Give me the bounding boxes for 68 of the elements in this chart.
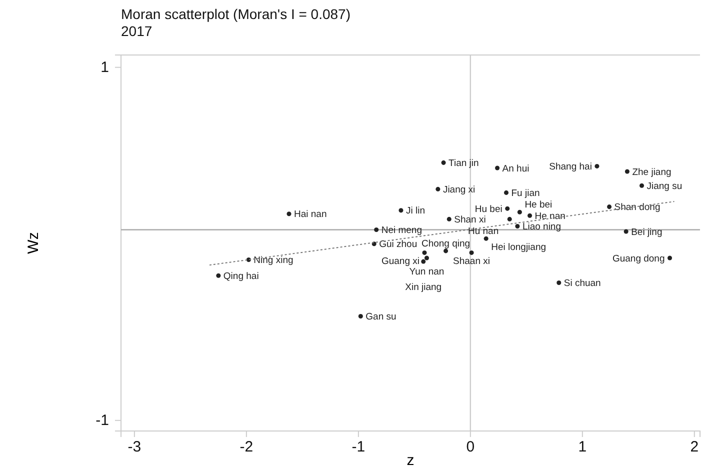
point <box>624 169 630 174</box>
data-label: Fu jian <box>511 188 540 200</box>
data-label: Hu bei <box>474 204 502 215</box>
point <box>528 213 532 218</box>
point <box>624 229 628 234</box>
point <box>286 212 292 216</box>
point <box>640 183 644 188</box>
point <box>446 216 452 222</box>
data-label: Liao ning <box>522 222 562 233</box>
chart-subtitle: 2017 <box>121 23 152 39</box>
point <box>216 273 221 278</box>
data-label: Ning xing <box>254 255 294 266</box>
data-label: Zhe jiang <box>632 166 672 178</box>
point <box>358 314 363 319</box>
chart-title: Moran scatterplot (Moran's I = 0.087) <box>121 6 350 22</box>
data-label: Ji lin <box>406 206 425 217</box>
data-label: Xin jiang <box>405 282 442 293</box>
x-tick-label: 2 <box>690 438 699 456</box>
point <box>469 250 474 255</box>
point <box>484 236 488 241</box>
point <box>495 166 500 170</box>
data-label: Chong qing <box>421 238 470 250</box>
data-label: He nan <box>534 210 566 222</box>
data-label: Jiang su <box>646 180 682 192</box>
data-label: Hei longjiang <box>491 242 546 253</box>
x-axis-title: z <box>406 452 414 467</box>
point <box>556 280 562 285</box>
data-label: Shan xi <box>454 214 486 226</box>
data-label: Shan dong <box>614 202 660 214</box>
data-label: Nei meng <box>381 225 422 236</box>
data-label: Guang dong <box>612 253 665 264</box>
data-label: Shaan xi <box>453 256 490 268</box>
data-label: Hu nan <box>468 226 499 238</box>
data-label: He bei <box>524 199 552 210</box>
data-label: Guang xi <box>381 256 420 268</box>
point <box>444 248 448 254</box>
point <box>668 256 672 260</box>
point <box>441 160 446 165</box>
data-label: Gan su <box>366 312 396 323</box>
x-tick-label: 0 <box>466 438 475 456</box>
point <box>421 259 426 264</box>
data-label: Tian jin <box>448 158 479 170</box>
data-label: Yun nan <box>409 266 444 278</box>
point <box>517 210 522 214</box>
point <box>594 164 600 168</box>
y-axis-title: Wz <box>25 232 42 254</box>
x-tick-label: -2 <box>240 438 254 456</box>
point <box>374 228 379 232</box>
data-label: Shang hai <box>549 162 592 173</box>
point <box>424 256 429 260</box>
point <box>505 206 510 211</box>
point <box>507 216 512 222</box>
point <box>436 186 440 192</box>
point <box>515 224 520 228</box>
x-tick-label: -1 <box>352 438 366 456</box>
point <box>607 204 612 210</box>
data-label: Bei jing <box>631 226 662 238</box>
x-tick-label: 1 <box>578 438 587 456</box>
point <box>422 250 427 255</box>
data-label: Jiang xi <box>442 184 476 196</box>
point <box>504 190 509 195</box>
data-label: Qing hai <box>223 270 259 282</box>
x-tick-label: -3 <box>128 438 142 456</box>
data-label: Hai nan <box>294 209 327 220</box>
data-label: An hui <box>502 163 530 174</box>
data-label: Si chuan <box>564 278 601 290</box>
data-label: Gui zhou <box>379 239 418 250</box>
point <box>398 208 404 213</box>
